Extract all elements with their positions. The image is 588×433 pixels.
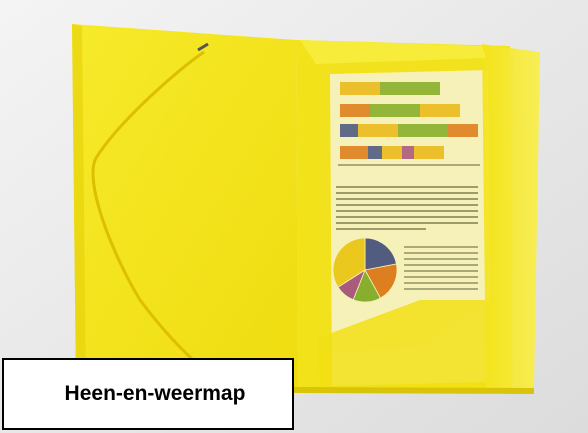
- document-bar-segment: [414, 146, 444, 159]
- document-bar-segment: [370, 104, 420, 117]
- document-bar-segment: [340, 146, 368, 159]
- document-bar-segment: [340, 124, 358, 137]
- document-text-line: [336, 186, 478, 188]
- document-text-line: [336, 192, 478, 194]
- document-bar-segment: [398, 124, 448, 137]
- document-text-line: [404, 276, 478, 278]
- folder-top-flap: [300, 40, 486, 64]
- document-bar-segment: [380, 82, 440, 95]
- document-text-line: [404, 264, 478, 266]
- document-text-line: [404, 258, 478, 260]
- elastic-clip: [197, 42, 209, 52]
- document-text-line: [404, 282, 478, 284]
- document-text-block: [336, 186, 478, 290]
- document-text-line: [404, 252, 478, 254]
- document-pie-slice: [332, 237, 366, 288]
- document-text-line: [404, 246, 478, 248]
- document-bar-segment: [420, 104, 460, 117]
- document-text-line: [336, 222, 478, 224]
- elastic-band: [91, 50, 231, 390]
- document-bar-segment: [358, 124, 398, 137]
- folder-inner-pocket: [318, 58, 488, 352]
- folder-left-shade: [72, 24, 86, 388]
- document-bar-segment: [402, 146, 414, 159]
- document-pie-chart: [332, 237, 398, 303]
- document-bar-segment: [368, 146, 382, 159]
- document-text-line: [336, 228, 426, 230]
- document-bar-segment: [340, 104, 370, 117]
- document-text-line: [404, 270, 478, 272]
- folder-bottom-pocket: [318, 300, 500, 392]
- caption-label: Heen-en-weermap: [64, 382, 246, 405]
- folder-right-flap: [482, 44, 540, 392]
- document-pie-slice: [364, 237, 397, 271]
- document-text-line: [336, 198, 478, 200]
- folder-left-cover: [72, 24, 298, 390]
- document-bar-segment: [382, 146, 402, 159]
- document-bar-chart: [340, 82, 478, 159]
- caption-box: Heen-en-weermap: [2, 358, 294, 430]
- document-text-line: [336, 204, 478, 206]
- document-text-line: [336, 216, 478, 218]
- document-pie-slice: [364, 263, 398, 299]
- document-text-line: [404, 288, 478, 290]
- document-text-line: [336, 210, 478, 212]
- document-bar-segment: [448, 124, 478, 137]
- document-bar-segment: [340, 82, 380, 95]
